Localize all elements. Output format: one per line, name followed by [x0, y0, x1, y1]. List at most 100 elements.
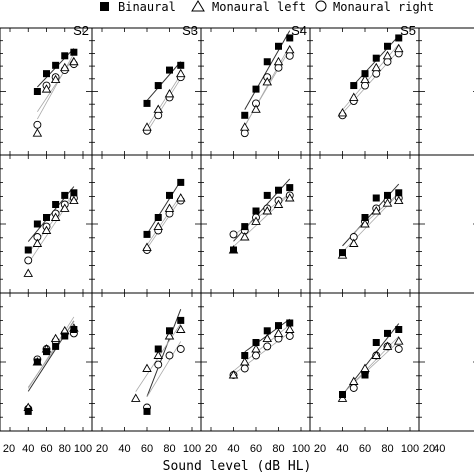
fit-line-monaural-left	[37, 53, 75, 120]
monaural-right-point	[394, 345, 403, 353]
monaural-left-point	[153, 350, 164, 359]
x-tick-label: 100	[292, 443, 310, 455]
monaural-left-point	[164, 88, 175, 98]
monaural-left-point	[23, 268, 34, 277]
fit-line-monaural-right	[244, 49, 291, 126]
fit-line-monaural-right	[37, 56, 75, 112]
monaural-left-point	[284, 324, 295, 333]
binaural-point	[61, 191, 69, 199]
panel-r1-c2	[91, 27, 202, 156]
x-tick-label: 100	[183, 443, 201, 455]
x-tick-label: 20	[96, 443, 108, 455]
monaural-left-point	[251, 104, 261, 113]
monaural-left-point	[382, 198, 393, 207]
monaural-left-point	[59, 62, 70, 72]
x-tick-labels: 40 60 80 100 20 40 60 80 100 20 40 60 80 100 20 40 60 80 1…	[3, 443, 446, 455]
monaural-right-point	[263, 342, 272, 351]
binaural-point	[372, 54, 380, 62]
fit-line-monaural-left	[146, 194, 182, 246]
monaural-right-point	[33, 120, 42, 129]
x-tick-label: 40	[336, 443, 348, 455]
panel-r2-c5	[418, 154, 474, 294]
x-tick-label: 80	[59, 443, 71, 455]
monaural-left-point	[273, 56, 284, 66]
binaural-point	[70, 326, 78, 333]
monaural-left-point	[360, 74, 370, 84]
panel-data-r2-c3	[228, 178, 295, 254]
binaural-point	[33, 88, 41, 95]
binaural-point	[154, 345, 162, 353]
binaural-point	[241, 223, 249, 231]
panel-data-r3-c4	[337, 323, 404, 402]
panel-grid: S2 S3 S4 S5	[0, 23, 474, 432]
binaural-point	[33, 358, 41, 366]
panel-data-r1-c1: S2	[32, 23, 89, 137]
x-tick-label: 80	[272, 443, 284, 455]
binaural-point	[143, 230, 151, 238]
binaural-point	[52, 342, 60, 350]
panel-label: S5	[400, 23, 416, 38]
fit-line-monaural-right	[146, 341, 182, 398]
panel-r3-c5	[418, 292, 474, 432]
monaural-left-point	[371, 206, 382, 215]
fit-line-binaural	[146, 309, 182, 397]
binaural-point	[372, 194, 380, 202]
panel-data-r3-c2	[130, 309, 186, 415]
monaural-left-point	[284, 44, 295, 54]
monaural-left-point	[32, 238, 43, 247]
binaural-point	[252, 207, 260, 215]
monaural-left-point	[69, 56, 79, 66]
binaural-point	[252, 85, 260, 93]
fit-line-binaural	[244, 30, 291, 110]
fit-line-monaural-right	[353, 341, 400, 384]
panel-data-r3-c3	[228, 318, 295, 379]
x-tick-label: 60	[40, 443, 52, 455]
legend-marker-binaural	[100, 2, 109, 11]
panel-r3-c3	[200, 292, 311, 432]
binaural-point	[286, 319, 294, 327]
panel-data-r1-c3: S4	[239, 23, 307, 138]
panel-label: S3	[182, 23, 198, 38]
panel-data-r2-c1	[23, 186, 79, 277]
binaural-point	[275, 322, 282, 330]
binaural-point	[52, 201, 60, 208]
binaural-point	[24, 246, 32, 254]
monaural-left-point	[41, 84, 52, 93]
binaural-point	[166, 327, 173, 335]
binaural-point	[166, 66, 173, 74]
binaural-point	[143, 99, 151, 107]
binaural-point	[154, 214, 162, 221]
monaural-left-point	[153, 221, 164, 231]
monaural-left-point	[393, 195, 404, 205]
monaural-left-point	[337, 108, 348, 117]
monaural-right-point	[154, 360, 163, 369]
monaural-left-point	[348, 92, 359, 101]
binaural-point	[350, 82, 358, 90]
panel-frame	[309, 27, 420, 156]
x-tick-label: 80	[381, 443, 393, 455]
legend-marker-monaural-right	[315, 0, 327, 12]
monaural-left-point	[69, 195, 79, 205]
binaural-point	[339, 249, 346, 257]
binaural-point	[241, 352, 249, 359]
binaural-point	[263, 191, 271, 199]
monaural-left-point	[175, 193, 186, 202]
monaural-right-point	[285, 332, 294, 340]
monaural-left-point	[50, 333, 61, 343]
monaural-right-point	[274, 63, 283, 72]
monaural-right-point	[24, 256, 33, 265]
fit-line-binaural	[146, 61, 182, 101]
monaural-left-point	[153, 104, 164, 113]
binaural-point	[241, 111, 249, 119]
monaural-right-point	[285, 51, 294, 60]
monaural-left-point	[175, 324, 186, 333]
binaural-point	[384, 191, 391, 199]
binaural-point	[166, 191, 173, 199]
monaural-left-point	[371, 350, 382, 359]
binaural-point	[395, 34, 403, 42]
monaural-left-point	[142, 122, 152, 131]
panel-r1-c4	[309, 27, 420, 156]
monaural-left-point	[348, 238, 359, 247]
x-tick-label: 100	[401, 443, 419, 455]
monaural-left-point	[262, 77, 273, 86]
